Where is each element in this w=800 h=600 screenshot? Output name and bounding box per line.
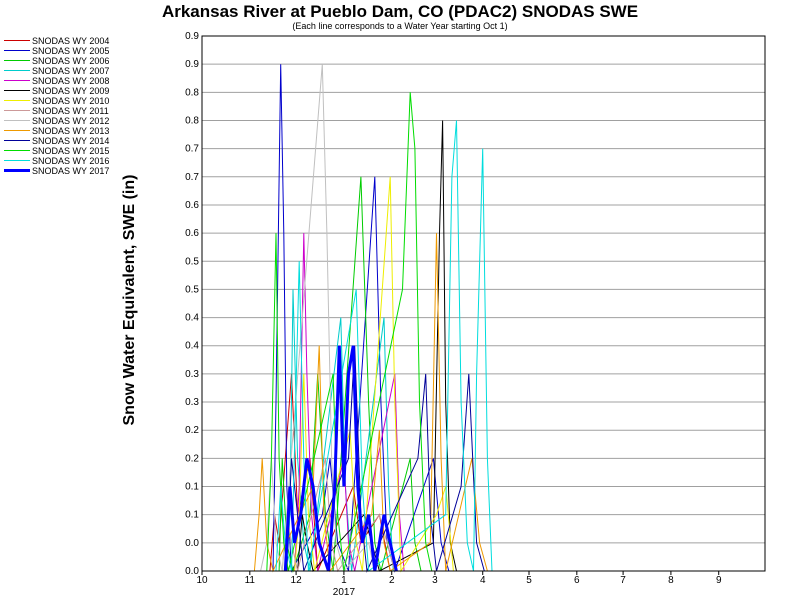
y-tick-label: 0.8: [185, 87, 199, 98]
x-tick-label: 9: [716, 575, 722, 586]
legend-label: SNODAS WY 2015: [32, 146, 110, 156]
y-tick-label: 0.7: [185, 144, 199, 155]
legend-label: SNODAS WY 2004: [32, 36, 110, 46]
legend-item: SNODAS WY 2017: [4, 166, 134, 176]
legend-label: SNODAS WY 2014: [32, 136, 110, 146]
legend-label: SNODAS WY 2013: [32, 126, 110, 136]
legend-item: SNODAS WY 2004: [4, 36, 134, 46]
legend-swatch: [4, 169, 30, 172]
y-tick-label: 0.1: [185, 510, 199, 521]
legend-item: SNODAS WY 2009: [4, 86, 134, 96]
series-line-14: [283, 345, 398, 572]
legend-swatch: [4, 50, 30, 51]
legend-swatch: [4, 140, 30, 141]
legend-swatch: [4, 110, 30, 111]
legend-item: SNODAS WY 2010: [4, 96, 134, 106]
y-tick-label: 0.7: [185, 172, 199, 183]
series-line-2: [272, 64, 450, 573]
chart-title: Arkansas River at Pueblo Dam, CO (PDAC2)…: [161, 2, 639, 21]
legend: SNODAS WY 2004 SNODAS WY 2005 SNODAS WY 20…: [4, 36, 134, 176]
legend-label: SNODAS WY 2007: [32, 66, 110, 76]
legend-item: SNODAS WY 2013: [4, 126, 134, 136]
x-tick-label: 5: [526, 575, 532, 586]
y-tick-label: 0.9: [185, 31, 199, 42]
series-line-4: [286, 289, 394, 572]
series-line-11: [286, 345, 485, 573]
y-tick-label: 0.0: [185, 538, 199, 549]
series-layer: [253, 64, 493, 573]
x-tick-label: 1: [341, 575, 347, 586]
x-tick-label: 3: [432, 575, 438, 586]
x-tick-label: 7: [620, 575, 626, 586]
y-tick-label: 0.4: [185, 341, 199, 352]
legend-item: SNODAS WY 2015: [4, 146, 134, 156]
legend-label: SNODAS WY 2008: [32, 76, 110, 86]
x-tick-label: 10: [196, 575, 208, 586]
legend-label: SNODAS WY 2005: [32, 46, 110, 56]
y-tick-label: 0.6: [185, 200, 199, 211]
y-tick-label: 0.0: [185, 566, 199, 577]
y-tick-label: 0.6: [185, 228, 199, 239]
x-tick-label: 6: [574, 575, 580, 586]
x-tick-label: 8: [668, 575, 674, 586]
legend-swatch: [4, 160, 30, 161]
series-line-12: [266, 92, 433, 572]
axis-layer: 0.0 0.0 0.1 0.1 0.2 0.2 0.3 0.3 0.4 0.4 0.5 0.5 0.6 0…: [185, 31, 766, 598]
legend-item: SNODAS WY 2016: [4, 156, 134, 166]
legend-swatch: [4, 130, 30, 131]
legend-item: SNODAS WY 2011: [4, 106, 134, 116]
legend-swatch: [4, 40, 30, 41]
legend-item: SNODAS WY 2014: [4, 136, 134, 146]
legend-label: SNODAS WY 2017: [32, 166, 110, 176]
y-tick-label: 0.2: [185, 453, 199, 464]
legend-swatch: [4, 100, 30, 101]
legend-label: SNODAS WY 2016: [32, 156, 110, 166]
legend-swatch: [4, 70, 30, 71]
y-tick-label: 0.9: [185, 59, 199, 70]
series-line-5: [294, 233, 405, 572]
legend-swatch: [4, 120, 30, 121]
legend-item: SNODAS WY 2012: [4, 116, 134, 126]
legend-swatch: [4, 150, 30, 151]
legend-item: SNODAS WY 2005: [4, 46, 134, 56]
legend-swatch: [4, 90, 30, 91]
legend-label: SNODAS WY 2011: [32, 106, 109, 116]
x-tick-label: 11: [245, 575, 256, 586]
y-tick-label: 0.1: [185, 482, 199, 493]
plot-border: [201, 35, 766, 572]
y-tick-label: 0.2: [185, 425, 199, 436]
y-tick-label: 0.5: [185, 256, 199, 267]
legend-label: SNODAS WY 2012: [32, 116, 110, 126]
y-tick-label: 0.3: [185, 397, 199, 408]
x-tick-label: 4: [480, 575, 486, 586]
legend-item: SNODAS WY 2008: [4, 76, 134, 86]
y-tick-label: 0.8: [185, 115, 199, 126]
y-tick-label: 0.3: [185, 369, 199, 380]
y-tick-label: 0.4: [185, 313, 199, 324]
legend-item: SNODAS WY 2006: [4, 56, 134, 66]
legend-swatch: [4, 60, 30, 61]
legend-swatch: [4, 80, 30, 81]
legend-item: SNODAS WY 2007: [4, 66, 134, 76]
chart-subtitle: (Each line corresponds to a Water Year s…: [292, 21, 508, 31]
x-year-label: 2017: [333, 587, 356, 598]
legend-label: SNODAS WY 2009: [32, 86, 110, 96]
x-tick-label: 2: [389, 575, 395, 586]
legend-label: SNODAS WY 2006: [32, 56, 110, 66]
x-tick-label: 12: [291, 575, 303, 586]
legend-label: SNODAS WY 2010: [32, 96, 110, 106]
y-tick-label: 0.5: [185, 284, 199, 295]
